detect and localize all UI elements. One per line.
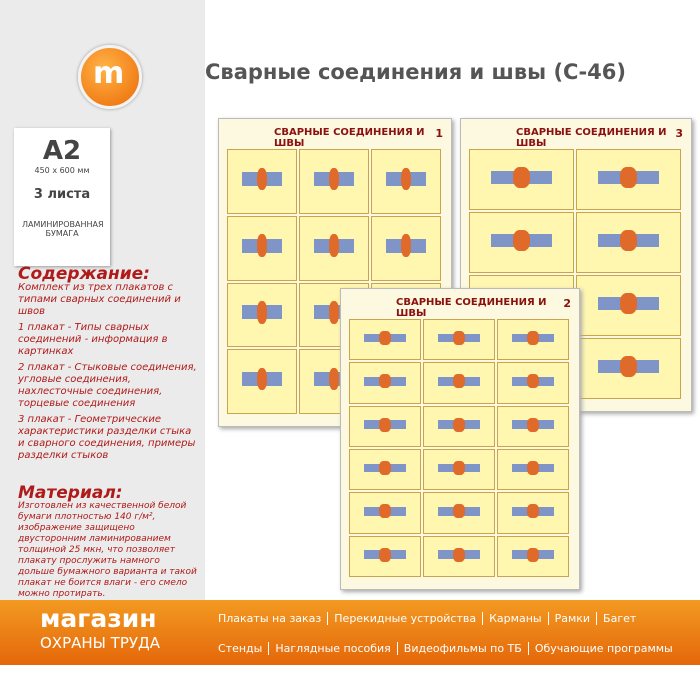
brand: магазин ОХРАНЫ ТРУДА (40, 604, 160, 655)
poster-illustration (349, 449, 421, 491)
material-heading: Материал: (18, 483, 123, 503)
poster-illustration (227, 215, 297, 281)
poster-illustration (423, 362, 495, 404)
poster-illustration (227, 282, 297, 348)
material-text: Изготовлен из качественной белой бумаги … (18, 501, 197, 599)
size: 450 x 600 мм (34, 166, 90, 175)
poster-illustration (371, 149, 441, 214)
poster-number: 2 (563, 297, 571, 310)
menu-row: Стенды Наглядные пособия Видеофильмы по ТБ… (212, 642, 700, 655)
menu-link[interactable]: Видеофильмы по ТБ (398, 642, 529, 655)
poster-illustration (423, 319, 495, 361)
contents-item: 1 плакат - Типы сварных соединений - инф… (18, 322, 168, 357)
menu-link[interactable]: Стенды (212, 642, 270, 655)
contents-heading: Содержание: (18, 264, 150, 284)
contents: Содержание: Комплект из трех плакатов с … (18, 264, 198, 466)
poster-illustration (349, 492, 421, 534)
poster-illustration (497, 449, 569, 491)
poster-title: СВАРНЫЕ СОЕДИНЕНИЯ И ШВЫ (274, 127, 425, 149)
poster-illustration (227, 349, 297, 414)
menu-link[interactable]: Плакаты на заказ (212, 612, 329, 625)
logo: m (78, 45, 142, 109)
contents-item: 2 плакат - Стыковые соединения, угловые … (18, 362, 197, 409)
poster-illustration (497, 492, 569, 534)
poster-illustration (497, 319, 569, 361)
poster-illustration (349, 362, 421, 404)
poster-illustration (576, 149, 681, 210)
material: Материал: Изготовлен из качественной бел… (18, 483, 198, 604)
contents-item: 3 плакат - Геометрические характеристики… (18, 414, 196, 461)
poster-illustration (497, 362, 569, 404)
poster-illustration (299, 215, 369, 281)
menu-link[interactable]: Рамки (549, 612, 598, 625)
spec-card: A2 450 x 600 мм 3 листа ЛАМИНИРОВАННАЯ Б… (14, 128, 110, 266)
poster-illustration (349, 535, 421, 577)
brand-sub: ОХРАНЫ ТРУДА (40, 634, 160, 652)
poster-illustration (349, 319, 421, 361)
menu-link[interactable]: Перекидные устройства (328, 612, 484, 625)
poster-illustration (423, 405, 495, 447)
product-title: Сварные соединения и швы (С-46) (205, 60, 626, 84)
poster-illustration (423, 492, 495, 534)
poster: СВАРНЫЕ СОЕДИНЕНИЯ И ШВЫ 2 (340, 288, 580, 590)
poster-title: СВАРНЫЕ СОЕДИНЕНИЯ И ШВЫ (516, 127, 667, 149)
poster-illustration (227, 149, 297, 214)
poster-illustration (576, 275, 681, 336)
poster-number: 3 (675, 127, 683, 140)
menu-link[interactable]: Багет (603, 612, 637, 625)
menu-row: Плакаты на заказ Перекидные устройства Кар… (212, 612, 700, 625)
sheets: 3 листа (33, 187, 91, 202)
footer (0, 600, 700, 665)
contents-intro: Комплект из трех плакатов с типами сварн… (18, 282, 181, 317)
poster-illustration (349, 405, 421, 447)
poster-number: 1 (435, 127, 443, 140)
poster-title: СВАРНЫЕ СОЕДИНЕНИЯ И ШВЫ (396, 297, 547, 319)
poster-illustration (423, 535, 495, 577)
brand-name: магазин (40, 604, 157, 633)
poster-illustration (497, 405, 569, 447)
menu-link[interactable]: Наглядные пособия (269, 642, 398, 655)
poster-illustration (299, 149, 369, 214)
poster-illustration (469, 212, 574, 273)
poster-illustration (497, 535, 569, 577)
menu-link[interactable]: Карманы (483, 612, 549, 625)
poster-illustration (423, 449, 495, 491)
format: A2 (42, 136, 82, 166)
paper: ЛАМИНИРОВАННАЯ БУМАГА (22, 220, 104, 238)
poster-illustration (371, 215, 441, 281)
poster-illustration (469, 149, 574, 210)
poster-illustration (576, 338, 681, 399)
poster-illustration (576, 212, 681, 273)
menu-link[interactable]: Обучающие программы (534, 642, 673, 655)
